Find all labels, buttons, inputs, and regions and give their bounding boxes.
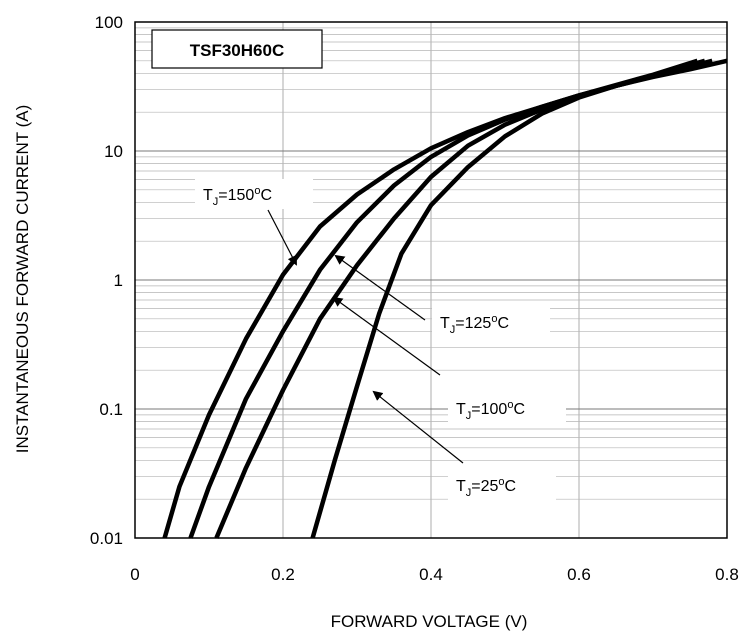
series-label: TJ=25oC [456, 476, 516, 499]
y-tick-label: 1 [114, 271, 123, 290]
y-tick-label: 10 [104, 142, 123, 161]
tick-labels: 0 0.2 0.4 0.6 0.8 0.01 0.1 1 10 100 [90, 13, 739, 584]
x-tick-label: 0.4 [419, 565, 443, 584]
chart-title: TSF30H60C [190, 41, 284, 60]
annotation-label-box [448, 393, 566, 423]
y-tick-label: 100 [95, 13, 123, 32]
x-tick-label: 0.2 [271, 565, 295, 584]
annotation-label-box [448, 470, 556, 500]
x-axis-title: FORWARD VOLTAGE (V) [331, 612, 528, 631]
annotation-arrow [334, 254, 426, 321]
annotation-arrow [372, 390, 464, 464]
y-tick-label: 0.1 [99, 400, 123, 419]
x-tick-label: 0.8 [715, 565, 739, 584]
y-tick-label: 0.01 [90, 529, 123, 548]
x-tick-label: 0 [130, 565, 139, 584]
series-label: TJ=150oC [203, 185, 272, 208]
series-label: TJ=125oC [440, 313, 509, 336]
annotation-arrow [332, 296, 441, 376]
y-axis-title: INSTANTANEOUS FORWARD CURRENT (A) [13, 105, 32, 454]
curve-annotations: TJ=150oC TJ=125oC TJ=100oC TJ=25oC [195, 179, 566, 500]
part-number-box: TSF30H60C [151, 29, 323, 69]
annotation-arrow [267, 209, 297, 266]
series-label: TJ=100oC [456, 399, 525, 422]
plot-frame [134, 21, 728, 539]
annotation-label-box [432, 307, 550, 337]
x-tick-label: 0.6 [567, 565, 591, 584]
curves [162, 58, 728, 539]
title-box [151, 29, 323, 69]
annotation-label-box [195, 179, 313, 209]
curve-series-4 [310, 58, 728, 539]
